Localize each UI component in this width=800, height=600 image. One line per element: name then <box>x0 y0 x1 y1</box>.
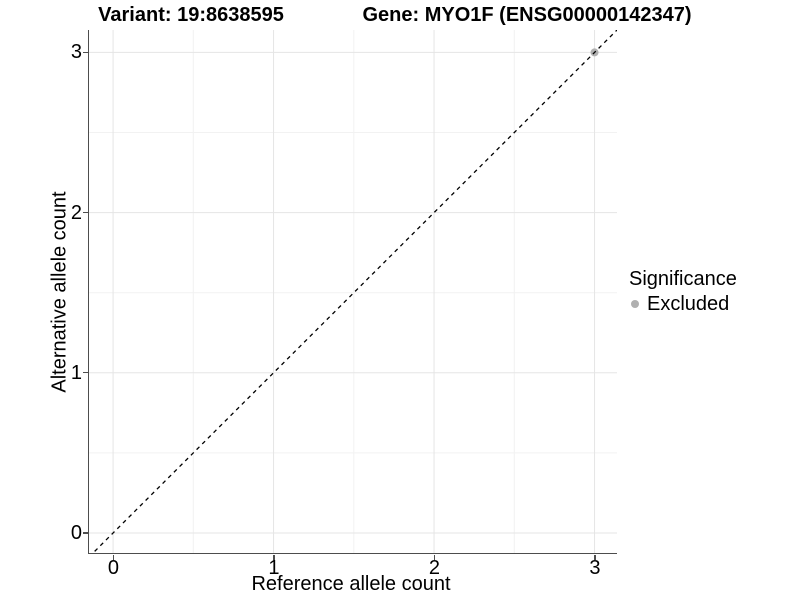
x-tick-mark <box>273 555 275 560</box>
legend-item-label: Excluded <box>647 293 730 315</box>
legend-point-icon <box>631 300 639 308</box>
x-tick-mark <box>433 555 436 560</box>
x-tick-mark <box>594 555 596 560</box>
legend-items: Excluded <box>629 292 737 316</box>
y-tick-label: 2 <box>70 201 82 224</box>
x-tick-label: 3 <box>589 557 601 579</box>
y-tick-mark <box>83 211 88 214</box>
panel-canvas <box>89 30 617 553</box>
identity-reference-line <box>92 30 617 553</box>
y-axis-title: Alternative allele count <box>48 191 71 393</box>
y-tick-label: 0 <box>70 521 82 544</box>
y-tick-mark <box>83 51 88 54</box>
y-tick-label: 3 <box>70 41 82 64</box>
plot-panel <box>88 30 617 554</box>
x-tick-mark <box>112 555 115 560</box>
x-tick-label: 2 <box>428 557 440 579</box>
plot-title-gene: Gene: MYO1F (ENSG00000142347) <box>362 4 692 26</box>
x-tick-label: 1 <box>268 557 280 579</box>
x-tick-label: 0 <box>107 557 120 579</box>
legend-item: Excluded <box>629 292 737 316</box>
x-axis-title: Reference allele count <box>251 573 451 595</box>
y-tick-mark <box>83 532 88 534</box>
plot-title-variant: Variant: 19:8638595 <box>98 4 284 26</box>
legend: Significance Excluded <box>629 267 737 316</box>
legend-title: Significance <box>629 268 737 290</box>
y-tick-label: 1 <box>70 361 82 384</box>
y-tick-mark <box>83 372 88 374</box>
